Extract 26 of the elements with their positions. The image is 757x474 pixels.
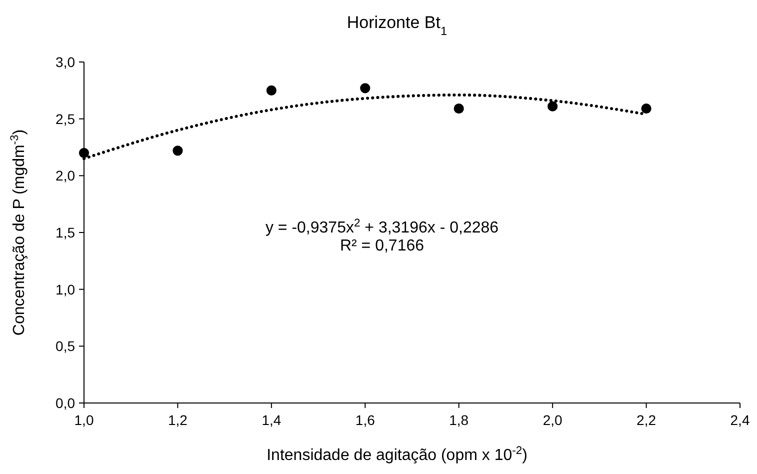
point	[172, 146, 183, 156]
x-axis-title: Intensidade de agitação (opm x 10$^{-2}$)	[266, 445, 528, 464]
point	[78, 148, 90, 158]
point	[548, 101, 558, 112]
x-tick-label: 1,2	[168, 412, 188, 428]
x-tick-label: 2,4	[730, 412, 750, 428]
x-tick-label: 1,4	[262, 412, 282, 428]
point	[360, 83, 370, 94]
y-tick-label: 1,5	[56, 224, 76, 240]
y-tick-label: 1,0	[56, 281, 76, 298]
point	[266, 85, 276, 96]
x-tick-label: 1,6	[355, 412, 376, 428]
x-tick-label: 2,2	[636, 412, 656, 428]
x-tick-label: 1,8	[449, 412, 469, 428]
y-tick-label: 0,0	[56, 395, 76, 411]
y-tick-label: 0,5	[56, 338, 76, 354]
point	[641, 104, 652, 114]
y-tick-label: 2,5	[56, 110, 76, 127]
point	[454, 104, 464, 114]
y-tick-label: 2,0	[56, 168, 76, 184]
x-tick-label: 1,0	[74, 412, 94, 428]
y-tick-label: 3,0	[56, 54, 76, 70]
annotation: y = -0,9375x$^{2}$ + 3,3196x - 0,2286	[265, 218, 499, 236]
x-tick-label: 2,0	[542, 412, 563, 428]
chart-title: Horizonte Bt$_{1}$	[346, 13, 448, 38]
annotation: R² = 0,7166	[340, 238, 424, 254]
